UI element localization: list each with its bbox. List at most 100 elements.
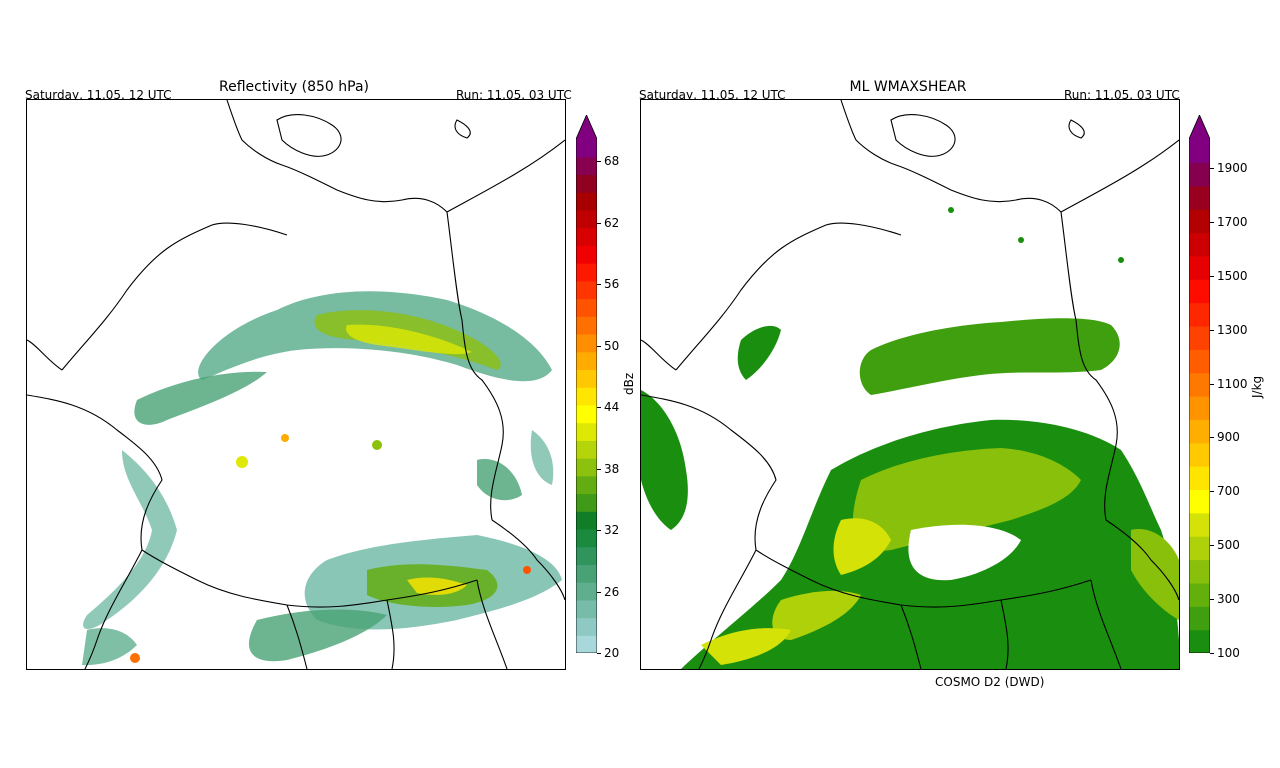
colorbar-segment xyxy=(576,387,597,406)
colorbar-segment xyxy=(1189,442,1210,467)
colorbar-tick-mark xyxy=(597,407,601,408)
colorbar-segment xyxy=(1189,512,1210,537)
colorbar-segment xyxy=(576,493,597,512)
colorbar-segment xyxy=(1189,325,1210,350)
colorbar-tick-label: 32 xyxy=(604,523,620,537)
colorbar-segment xyxy=(1189,209,1210,234)
right-date-label: Saturday, 11.05. 12 UTC xyxy=(639,88,786,102)
colorbar-segment xyxy=(1189,606,1210,631)
colorbar-tick-mark xyxy=(1210,599,1214,601)
colorbar-tick-label: 56 xyxy=(604,277,620,291)
colorbar-tick-label: 62 xyxy=(604,215,620,230)
colorbar-segment xyxy=(1189,185,1210,210)
colorbar-segment xyxy=(1189,536,1210,561)
colorbar-segment xyxy=(576,617,597,636)
right-run-label: Run: 11.05. 03 UTC xyxy=(1064,88,1180,102)
colorbar-segment xyxy=(576,599,597,619)
colorbar-segment xyxy=(1189,279,1210,304)
colorbar-tick-mark xyxy=(597,468,601,470)
colorbar-segment xyxy=(576,635,597,654)
colorbar-tick-mark xyxy=(1210,437,1214,439)
colorbar-tick-mark xyxy=(1210,221,1214,223)
colorbar-segment xyxy=(576,475,597,495)
colorbar-tick-label: 900 xyxy=(1217,430,1240,445)
colorbar-tick-label: 1700 xyxy=(1217,214,1248,229)
left-panel-title: Reflectivity (850 hPa) xyxy=(219,79,369,95)
colorbar-segment xyxy=(1189,349,1210,374)
colorbar-tick-mark xyxy=(597,222,601,224)
colorbar-segment xyxy=(1189,629,1210,654)
colorbar-tick-label: 1300 xyxy=(1217,322,1248,337)
left-colorbar-unit: dBz xyxy=(622,372,636,395)
colorbar-tick-label: 38 xyxy=(604,461,620,476)
colorbar-segment xyxy=(576,422,597,441)
colorbar-segment xyxy=(576,263,597,282)
colorbar-segment xyxy=(576,209,597,229)
colorbar-segment xyxy=(576,245,597,264)
colorbar-tick-label: 50 xyxy=(604,338,620,353)
colorbar-tick-mark xyxy=(1210,329,1214,331)
colorbar-tick-label: 44 xyxy=(604,400,620,414)
colorbar-tick-mark xyxy=(1210,275,1214,277)
colorbar-segment xyxy=(1189,466,1210,491)
colorbar-segment xyxy=(576,511,597,530)
right-map xyxy=(640,99,1180,670)
colorbar-segment xyxy=(1189,139,1210,163)
colorbar-tick-label: 1900 xyxy=(1217,161,1248,175)
colorbar-segment xyxy=(576,192,597,211)
colorbar-segment xyxy=(1189,419,1210,444)
colorbar-tick-mark xyxy=(1210,168,1214,169)
colorbar-segment xyxy=(576,440,597,459)
colorbar-tick-mark xyxy=(597,591,601,593)
colorbar-tick-mark xyxy=(597,653,601,654)
colorbar-tick-mark xyxy=(597,284,601,285)
colorbar-tick-mark xyxy=(1210,383,1214,385)
colorbar-tick-label: 26 xyxy=(604,584,620,599)
colorbar-segment xyxy=(1189,302,1210,327)
colorbar-extend-arrow xyxy=(1189,115,1210,139)
wmaxshear-field xyxy=(641,207,1179,669)
left-date-label: Saturday, 11.05. 12 UTC xyxy=(25,88,172,102)
colorbar-segment xyxy=(576,227,597,246)
colorbar-tick-label: 1100 xyxy=(1217,376,1248,391)
colorbar-segment xyxy=(1189,489,1210,514)
colorbar-tick-label: 100 xyxy=(1217,646,1240,660)
left-run-label: Run: 11.05. 03 UTC xyxy=(456,88,572,102)
right-map-canvas xyxy=(641,100,1179,669)
colorbar-segment xyxy=(576,458,597,477)
colorbar-segment xyxy=(576,280,597,300)
colorbar-segment xyxy=(576,546,597,565)
colorbar-segment xyxy=(1189,232,1210,257)
colorbar-tick-label: 500 xyxy=(1217,538,1240,553)
colorbar-tick-mark xyxy=(1210,653,1214,654)
right-colorbar xyxy=(1188,114,1211,654)
left-map xyxy=(26,99,566,670)
left-colorbar xyxy=(575,114,598,654)
colorbar-tick-mark xyxy=(1210,545,1214,547)
left-colorbar-gradient xyxy=(575,114,598,654)
right-colorbar-unit: J/kg xyxy=(1250,375,1264,398)
right-panel-title: ML WMAXSHEAR xyxy=(849,79,967,95)
colorbar-segment xyxy=(1189,255,1210,280)
colorbar-tick-label: 1500 xyxy=(1217,268,1248,283)
colorbar-segment xyxy=(576,174,597,193)
colorbar-segment xyxy=(576,333,597,353)
colorbar-segment xyxy=(576,156,597,176)
coastlines xyxy=(641,100,1179,669)
colorbar-tick-label: 68 xyxy=(604,154,620,168)
colorbar-segment xyxy=(576,369,597,388)
colorbar-segment xyxy=(576,298,597,317)
reflectivity-field xyxy=(82,291,562,666)
colorbar-segment xyxy=(576,528,597,548)
colorbar-tick-mark xyxy=(597,530,601,531)
colorbar-segment xyxy=(1189,582,1210,607)
colorbar-tick-mark xyxy=(1210,491,1214,493)
colorbar-segment xyxy=(1189,559,1210,584)
colorbar-tick-label: 20 xyxy=(604,646,620,660)
colorbar-segment xyxy=(576,316,597,335)
left-map-canvas xyxy=(27,100,565,669)
colorbar-segment xyxy=(576,139,597,158)
colorbar-segment xyxy=(576,582,597,601)
right-colorbar-gradient xyxy=(1188,114,1211,654)
colorbar-tick-label: 700 xyxy=(1217,484,1240,499)
